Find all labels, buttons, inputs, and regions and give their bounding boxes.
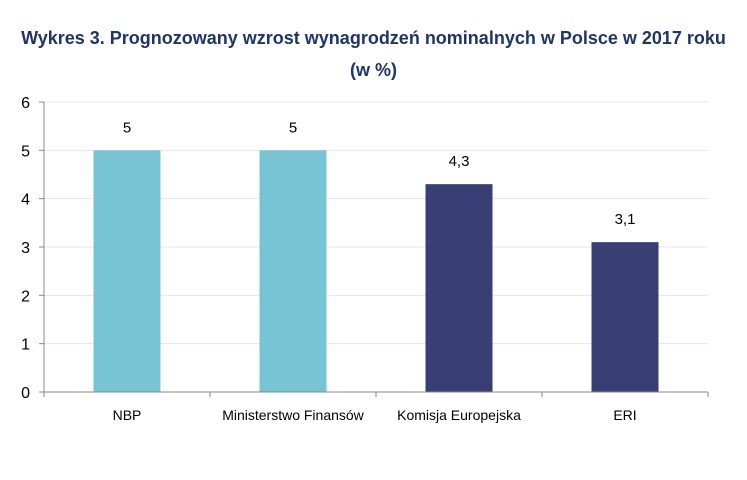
y-tick-label: 2 (21, 288, 30, 305)
bar (259, 150, 327, 392)
y-tick-label: 6 (21, 95, 30, 112)
data-label: 4,3 (449, 153, 470, 170)
y-tick-label: 0 (21, 385, 30, 402)
chart-title: Wykres 3. Prognozowany wzrost wynagrodze… (21, 28, 726, 48)
chart-subtitle: (w %) (350, 60, 397, 80)
x-tick-label: NBP (113, 407, 142, 423)
data-label: 3,1 (615, 211, 636, 228)
data-label: 5 (289, 119, 297, 136)
bar (425, 184, 493, 392)
y-tick-label: 1 (21, 337, 30, 354)
x-tick-label: Ministerstwo Finansów (222, 407, 364, 423)
y-tick-label: 3 (21, 240, 30, 257)
bar (591, 242, 659, 392)
y-tick-label: 4 (21, 192, 30, 209)
y-tick-label: 5 (21, 143, 30, 160)
x-tick-label: ERI (613, 407, 636, 423)
bar (93, 150, 161, 392)
data-label: 5 (123, 119, 131, 136)
x-tick-label: Komisja Europejska (397, 407, 521, 423)
